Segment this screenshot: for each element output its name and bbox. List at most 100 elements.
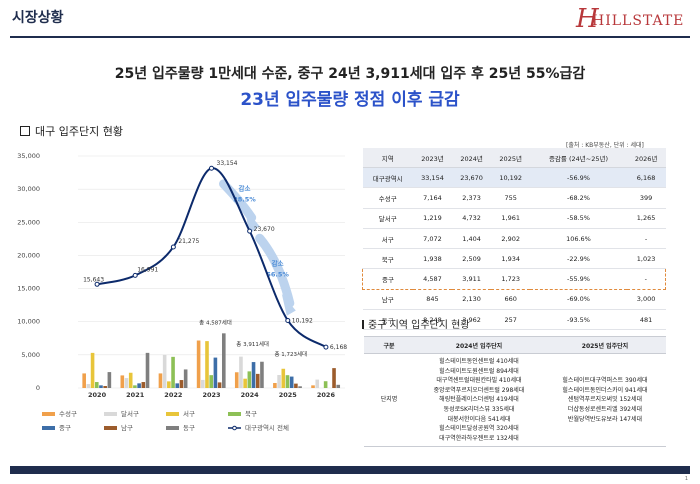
list-item: 힐스테이트동인더스카이 941세대: [562, 386, 648, 394]
legend-swatch: [104, 426, 117, 430]
bar-북구: [171, 356, 175, 388]
legend-swatch: [42, 412, 55, 416]
table-row: 수성구 7,164 2,373 755 -68.2% 399: [362, 187, 666, 209]
jung-col-category: 구분: [364, 336, 414, 354]
page-number: 1: [684, 476, 688, 482]
bar-남구: [294, 383, 298, 388]
table-cell: 4,732: [452, 208, 492, 229]
table-cell: 845: [412, 289, 453, 311]
list-item: 센텀역푸르지오써밋 152세대: [567, 396, 643, 404]
bar-달서구: [86, 384, 91, 388]
table-cell: 1,934: [491, 248, 531, 270]
list-item: 힐스테이트도원센트럴 894세대: [439, 367, 519, 375]
total-point: [132, 272, 138, 278]
annotation-jung-2024: 총 3,911세대: [236, 340, 269, 348]
y-tick-label: 30,000: [17, 185, 40, 193]
y-tick-label: 25,000: [17, 218, 40, 226]
supply-chart: 0 5,000 10,000 15,000 20,000 25,000 30,000 35,0…: [17, 152, 347, 432]
total-point-label: 6,168: [330, 344, 347, 351]
table-cell: 660: [491, 289, 531, 311]
supply-table-header: 지역 2023년 2024년 2025년 증감률 (24년~25년) 2026년: [362, 148, 666, 168]
bar-중구: [213, 357, 218, 388]
jung-section-label: 중구 지역 입주단지 현황: [368, 320, 470, 331]
subheadline: 23년 입주물량 정점 이후 급감: [240, 90, 460, 110]
list-item: 대봉서한이다음 541세대: [447, 415, 511, 423]
list-item: 동성로SK리더스뷰 335세대: [443, 405, 515, 413]
bar-중구: [289, 376, 294, 388]
total-point-label: 16,991: [137, 266, 158, 273]
table-cell: 2,373: [452, 187, 492, 209]
table-cell: 481: [626, 309, 666, 331]
table-cell: 달서구: [362, 208, 413, 229]
total-point: [285, 317, 291, 323]
total-point: [323, 344, 329, 350]
table-cell: 서구: [362, 228, 413, 250]
table-row: 대구광역시 33,154 23,670 10,192 -56.9% 6,168: [362, 167, 666, 189]
list-item: 힐스테이트달성공원역 320세대: [439, 425, 519, 433]
total-point-label: 23,670: [254, 226, 275, 233]
bar-달서구: [239, 356, 243, 388]
logo-text: HILLSTATE: [592, 13, 685, 29]
total-point: [170, 244, 176, 250]
bar-동구: [222, 333, 226, 388]
bar-서구: [167, 381, 171, 388]
bar-남구: [179, 380, 184, 388]
total-point-label: 33,154: [217, 160, 238, 167]
table-cell: -56.9%: [530, 167, 627, 189]
bar-수성구: [120, 375, 125, 388]
bar-수성구: [311, 385, 315, 388]
callout-arrow-head-icon: [281, 293, 296, 316]
bar-남구: [255, 373, 260, 388]
bar-북구: [247, 371, 252, 388]
bar-달서구: [124, 378, 129, 388]
total-point: [247, 228, 253, 234]
list-item: 힐스테이트대구역퍼스트 390세대: [562, 377, 648, 385]
table-cell: 중구: [361, 268, 413, 290]
legend-label: 수성구: [59, 409, 77, 418]
table-cell: 755: [491, 187, 531, 209]
legend-swatch: [42, 426, 55, 430]
supply-table-col-4: 증감률 (24년~25년): [530, 148, 627, 168]
table-cell: -: [626, 268, 666, 290]
x-tick-label: 2023: [202, 391, 220, 399]
bar-달서구: [201, 379, 205, 388]
legend-swatch: [228, 412, 241, 416]
bar-북구: [323, 381, 328, 388]
table-cell: 8,248: [412, 309, 453, 331]
bar-북구: [133, 385, 137, 388]
bar-수성구: [196, 340, 201, 388]
bar-달서구: [315, 379, 320, 388]
list-item: 대구역센트럴대원칸타빌 410세대: [436, 377, 522, 385]
chart-section-heading: 대구 입주단지 현황: [20, 123, 123, 139]
table-cell: 1,265: [626, 208, 666, 229]
table-cell: 3,962: [452, 309, 492, 331]
bar-북구: [209, 375, 213, 388]
bar-동구: [107, 372, 112, 388]
bar-달서구: [162, 354, 167, 388]
table-cell: 3,000: [626, 289, 666, 311]
bar-서구: [128, 372, 133, 388]
table-cell: -22.9%: [530, 248, 627, 270]
bar-bullet-icon: [362, 320, 364, 329]
table-cell: 2,902: [491, 228, 531, 250]
bar-수성구: [234, 372, 239, 388]
x-tick-label: 2020: [88, 391, 107, 399]
table-cell: 1,723: [491, 268, 531, 290]
table-cell: -: [626, 228, 666, 250]
table-cell: 1,219: [412, 208, 453, 229]
table-cell: 북구: [362, 248, 413, 270]
table-row: 북구 1,938 2,509 1,934 -22.9% 1,023: [362, 248, 666, 270]
x-tick-label: 2025: [279, 391, 298, 399]
bar-서구: [90, 352, 95, 388]
supply-table-col-2: 2024년: [452, 148, 492, 168]
table-cell: 106.6%: [530, 228, 627, 250]
bar-남구: [332, 368, 336, 388]
table-row: 서구 7,072 1,404 2,902 106.6% -: [362, 228, 666, 250]
annotation-jung-2025: 총 1,723세대: [274, 350, 307, 358]
supply-table-col-1: 2023년: [412, 148, 453, 168]
total-point-label: 15,643: [83, 276, 104, 283]
table-cell: 1,961: [491, 208, 531, 229]
bar-동구: [298, 386, 302, 388]
bar-수성구: [158, 373, 163, 388]
x-tick-label: 2026: [317, 391, 336, 399]
